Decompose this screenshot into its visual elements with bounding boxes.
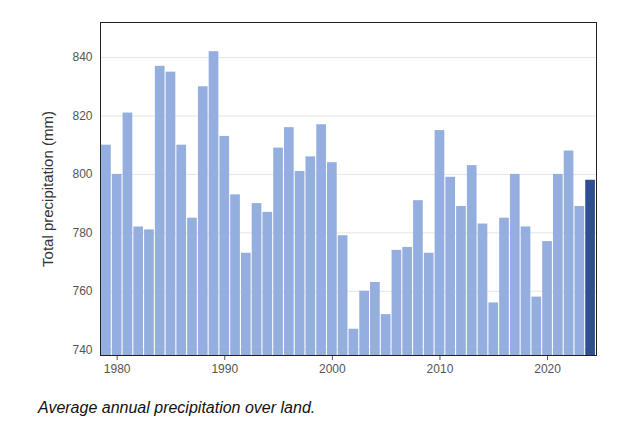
- svg-text:Total precipitation (mm): Total precipitation (mm): [39, 111, 56, 267]
- svg-text:760: 760: [72, 284, 92, 298]
- svg-text:740: 740: [72, 342, 92, 356]
- svg-text:2000: 2000: [319, 362, 346, 376]
- svg-text:840: 840: [72, 50, 92, 64]
- svg-text:1990: 1990: [211, 362, 238, 376]
- svg-text:780: 780: [72, 226, 92, 240]
- svg-text:2010: 2010: [427, 362, 454, 376]
- svg-text:820: 820: [72, 109, 92, 123]
- svg-text:800: 800: [72, 167, 92, 181]
- svg-text:2020: 2020: [534, 362, 561, 376]
- html-text:Average annual precipitation o: Average annual precipitation over land.: [38, 399, 316, 416]
- svg-text:1980: 1980: [104, 362, 131, 376]
